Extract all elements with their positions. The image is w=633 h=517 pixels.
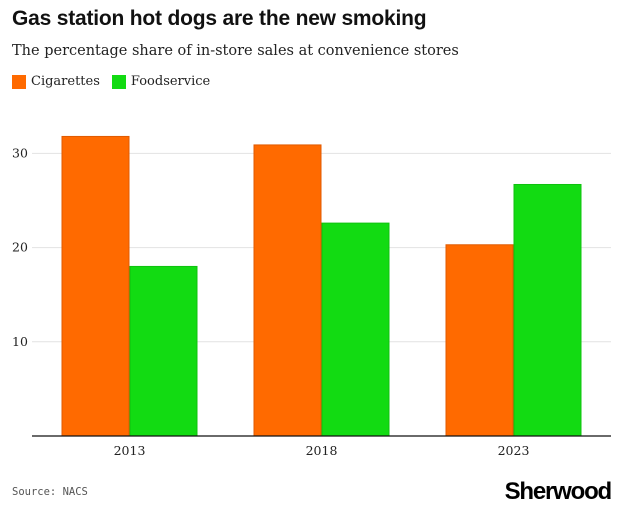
y-tick-label-30: 30 <box>12 145 28 160</box>
source-note: Source: NACS <box>12 486 88 498</box>
sherwood-logo: Sherwood <box>504 478 613 505</box>
legend-label-cigarettes: Cigarettes <box>31 74 100 89</box>
bar-cigarettes-2023 <box>445 244 514 437</box>
legend-item-foodservice: Foodservice <box>111 74 211 89</box>
chart-subtitle: The percentage share of in-store sales a… <box>12 43 459 59</box>
x-tick-label-2018: 2018 <box>306 443 338 458</box>
bar-foodservice-2018 <box>321 222 390 437</box>
y-tick-label-20: 20 <box>12 240 28 255</box>
legend-label-foodservice: Foodservice <box>130 74 211 89</box>
x-tick-label-2023: 2023 <box>498 443 530 458</box>
bar-cigarettes-2018 <box>253 144 322 437</box>
bar-cigarettes-2013 <box>61 135 130 437</box>
y-tick-label-10: 10 <box>12 334 28 349</box>
legend: Cigarettes Foodservice <box>12 74 222 89</box>
bar-foodservice-2013 <box>129 265 198 437</box>
chart-title: Gas station hot dogs are the new smoking <box>12 7 427 30</box>
legend-item-cigarettes: Cigarettes <box>12 74 100 89</box>
legend-swatch-foodservice <box>111 74 126 89</box>
legend-swatch-cigarettes <box>12 74 26 89</box>
bar-foodservice-2023 <box>513 183 582 437</box>
x-tick-label-2013: 2013 <box>114 443 146 458</box>
